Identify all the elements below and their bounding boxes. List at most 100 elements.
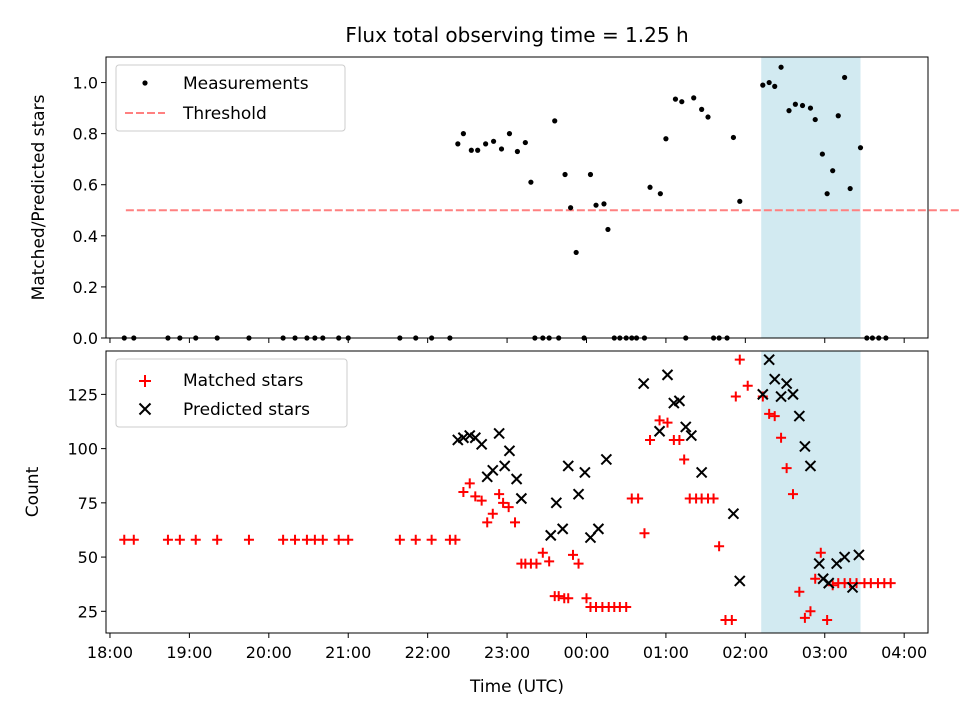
matched-star-point bbox=[799, 612, 810, 623]
predicted-star-point bbox=[763, 353, 775, 366]
bottom-y-tick-label: 50 bbox=[78, 548, 98, 567]
top-y-tick-label: 1.0 bbox=[73, 74, 98, 93]
measurement-point bbox=[663, 136, 669, 142]
measurement-point bbox=[528, 179, 534, 185]
bottom-y-tick-label: 75 bbox=[78, 494, 98, 513]
predicted-star-point bbox=[457, 432, 470, 444]
predicted-star-point bbox=[550, 497, 563, 509]
matched-star-point bbox=[679, 454, 690, 465]
predicted-star-point bbox=[592, 523, 605, 535]
legend-label-threshold: Threshold bbox=[182, 104, 267, 124]
matched-star-point bbox=[662, 417, 673, 428]
predicted-star-point bbox=[503, 445, 516, 457]
matched-star-point bbox=[482, 517, 493, 528]
predicted-star-point bbox=[579, 466, 591, 479]
predicted-star-point bbox=[493, 427, 505, 440]
predicted-star-point bbox=[562, 460, 574, 472]
matched-star-point bbox=[476, 495, 487, 506]
matched-star-point bbox=[563, 593, 574, 604]
predicted-star-point bbox=[757, 388, 769, 401]
matched-star-point bbox=[450, 534, 461, 545]
measurement-point bbox=[699, 106, 705, 112]
measurement-point bbox=[792, 101, 798, 107]
predicted-star-point bbox=[780, 377, 793, 390]
matched-star-point bbox=[885, 578, 896, 589]
highlight-span-bottom bbox=[761, 351, 861, 633]
predicted-star-point bbox=[685, 429, 698, 442]
measurement-point bbox=[819, 151, 825, 157]
matched-star-point bbox=[567, 549, 578, 560]
predicted-star-point bbox=[769, 373, 781, 385]
measurement-point bbox=[657, 191, 663, 197]
matched-star-point bbox=[639, 528, 650, 539]
top-x-axis-ticks bbox=[109, 338, 905, 343]
measurement-point bbox=[573, 249, 579, 256]
matched-star-point bbox=[487, 508, 498, 519]
measurement-point bbox=[455, 141, 461, 147]
matched-star-point bbox=[190, 534, 201, 545]
matched-star-point bbox=[742, 380, 753, 391]
measurement-point bbox=[522, 139, 528, 146]
x-tick-label: 22:00 bbox=[405, 643, 451, 662]
top-y-tick-label: 0.8 bbox=[73, 125, 98, 144]
measurement-point bbox=[812, 116, 818, 123]
measurement-point bbox=[498, 146, 505, 152]
matched-star-point bbox=[827, 580, 838, 591]
measurement-point bbox=[562, 171, 568, 178]
matched-star-point bbox=[537, 547, 548, 558]
measurement-point bbox=[601, 201, 607, 207]
matched-star-point bbox=[726, 614, 737, 625]
predicted-star-point bbox=[498, 460, 511, 472]
predicted-star-point bbox=[804, 460, 817, 472]
legend-marker-predicted-stars bbox=[138, 402, 152, 416]
measurement-point bbox=[568, 205, 574, 211]
predicted-star-point bbox=[846, 581, 859, 594]
measurement-point bbox=[766, 79, 772, 86]
measurement-point bbox=[468, 147, 474, 153]
legend-entry-matched-stars: Matched stars bbox=[139, 371, 303, 391]
matched-star-point bbox=[794, 586, 805, 597]
legend-entry-measurements: Measurements bbox=[142, 74, 309, 94]
matched-star-point bbox=[128, 534, 139, 545]
measurement-point bbox=[672, 96, 679, 102]
matched-star-point bbox=[805, 606, 816, 617]
matched-star-point bbox=[317, 534, 328, 545]
predicted-star-point bbox=[661, 369, 674, 381]
bottom-x-axis-ticks: 18:00 19:00 20:00 21:00 22:00 23:00 00:00 01:00… bbox=[87, 633, 927, 662]
matched-star-point bbox=[787, 489, 798, 500]
matched-star-point bbox=[822, 614, 833, 625]
predicted-star-point bbox=[823, 577, 835, 589]
matched-star-point bbox=[810, 573, 821, 584]
matched-star-point bbox=[470, 491, 481, 502]
predicted-star-point bbox=[637, 377, 650, 390]
legend-marker-measurements bbox=[142, 80, 148, 86]
matched-star-point bbox=[278, 534, 289, 545]
measurement-point bbox=[552, 118, 558, 124]
predicted-star-point bbox=[673, 395, 686, 407]
measurement-point bbox=[847, 185, 853, 192]
matched-star-point bbox=[781, 463, 792, 474]
legend-entry-threshold: Threshold bbox=[125, 104, 267, 124]
measurement-point bbox=[730, 134, 737, 141]
measurement-point bbox=[857, 145, 864, 151]
measurement-point bbox=[824, 191, 830, 197]
matched-star-point bbox=[544, 556, 555, 567]
legend-label-measurements: Measurements bbox=[183, 74, 309, 94]
measurement-point bbox=[475, 147, 481, 153]
matched-star-point bbox=[119, 534, 130, 545]
measurement-point bbox=[799, 102, 806, 109]
predicted-star-point bbox=[838, 551, 851, 563]
matched-star-point bbox=[708, 493, 719, 504]
predicted-star-point bbox=[545, 529, 557, 542]
matched-star-point bbox=[776, 432, 787, 443]
predicted-star-point bbox=[853, 549, 865, 561]
measurement-point bbox=[778, 64, 784, 70]
measurement-point bbox=[830, 168, 836, 174]
legend-label-matched-stars: Matched stars bbox=[183, 371, 303, 391]
predicted-star-point bbox=[830, 557, 843, 570]
bottom-y-axis-label: Count bbox=[23, 466, 43, 517]
matched-star-point bbox=[162, 534, 173, 545]
matched-star-point bbox=[573, 558, 584, 569]
top-y-axis-ticks: 0.0 0.2 0.4 0.6 0.8 1.0 bbox=[73, 74, 106, 348]
